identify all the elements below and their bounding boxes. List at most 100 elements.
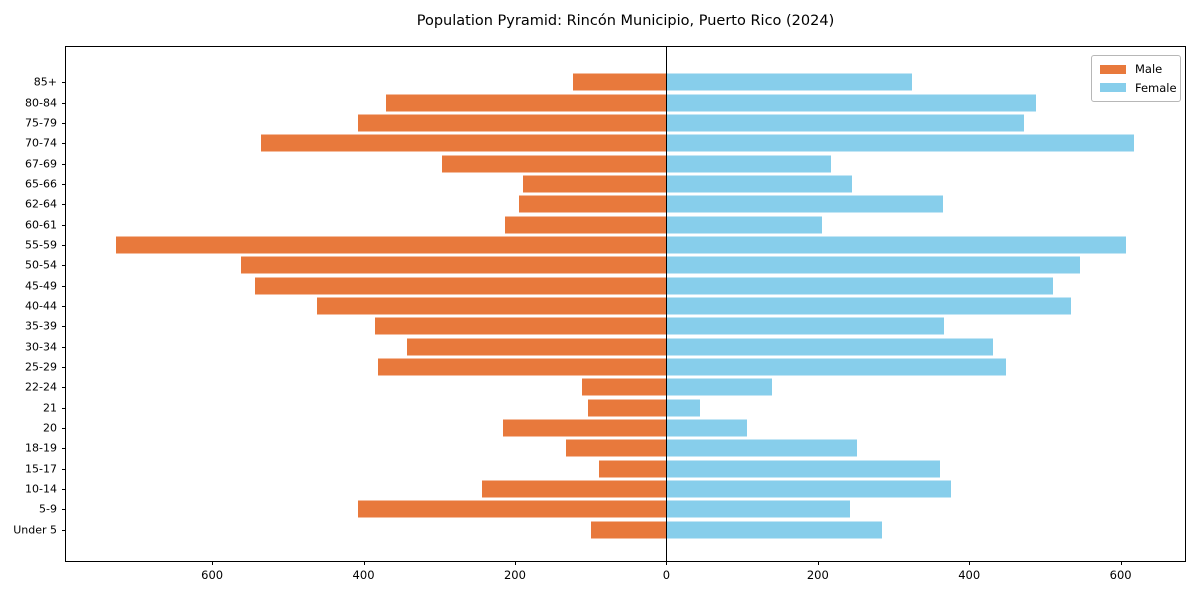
y-axis-tick (62, 387, 66, 389)
x-axis-tick (363, 561, 365, 565)
legend-female-label: Female (1135, 80, 1177, 95)
male-bar (502, 419, 667, 437)
y-axis-label: 60-61 (25, 218, 57, 232)
pyramid-row: 25-29 (25, 357, 1185, 377)
male-bar (406, 338, 667, 356)
y-axis-tick (62, 305, 66, 307)
y-axis-label: 70-74 (25, 136, 57, 150)
pyramid-row: 50-54 (25, 255, 1185, 275)
female-bar (666, 419, 747, 437)
y-axis-label: 50-54 (25, 258, 57, 272)
female-bar (666, 500, 851, 518)
female-bar (666, 114, 1025, 132)
y-axis-tick (62, 468, 66, 470)
y-axis-tick (62, 366, 66, 368)
x-axis-tick (1120, 561, 1122, 565)
female-bar (666, 378, 773, 396)
pyramid-row: 15-17 (25, 459, 1185, 479)
y-axis-tick (62, 204, 66, 206)
y-axis-tick (62, 428, 66, 430)
male-bar (588, 399, 667, 417)
x-axis-tick (666, 561, 668, 565)
y-axis-label: 75-79 (25, 116, 57, 130)
y-axis-label: 25-29 (25, 360, 57, 374)
pyramid-row: 21 (43, 398, 1185, 418)
male-bar (481, 480, 667, 498)
female-bar (666, 256, 1080, 274)
y-axis-tick (62, 224, 66, 226)
y-axis-tick (62, 82, 66, 84)
male-bar (522, 175, 667, 193)
female-bar (666, 297, 1072, 315)
y-axis-tick (62, 183, 66, 185)
male-bar (573, 73, 667, 91)
pyramid-row: 67-69 (25, 153, 1185, 173)
x-axis-tick-label: 600 (201, 568, 224, 582)
zero-axis-line (666, 47, 668, 561)
plot-area: 85+ 80-84 75-79 70-74 67-69 65-66 62-64 60-61 55… (13, 46, 1186, 582)
y-axis-tick (62, 509, 66, 511)
male-bar (255, 277, 667, 295)
female-bar (666, 358, 1006, 376)
y-axis-tick (62, 489, 66, 491)
y-axis-tick (62, 102, 66, 104)
legend-male-label: Male (1135, 62, 1163, 77)
y-axis-label: 21 (43, 401, 57, 415)
y-axis-label: 85+ (33, 75, 57, 89)
male-bar (377, 358, 667, 376)
x-axis-tick-label: 400 (958, 568, 981, 582)
female-bar (666, 460, 941, 478)
male-bar (442, 155, 667, 173)
y-axis-tick (62, 265, 66, 267)
y-axis-label: 80-84 (25, 96, 57, 110)
male-bar (385, 94, 667, 112)
male-bar (115, 236, 667, 254)
pyramid-row: Under 5 (13, 520, 1185, 540)
male-bar (565, 439, 667, 457)
x-axis-tick (817, 561, 819, 565)
y-axis-label: 67-69 (25, 157, 57, 171)
legend-entry-female: Female (1100, 81, 1177, 95)
pyramid-row: 70-74 (25, 133, 1185, 153)
y-axis-label: 45-49 (25, 279, 57, 293)
x-axis-tick-label: 200 (503, 568, 526, 582)
male-bar (240, 256, 667, 274)
male-bar (582, 378, 667, 396)
female-bar (666, 73, 912, 91)
y-axis-tick (62, 285, 66, 287)
y-axis-label: 22-24 (25, 380, 57, 394)
pyramid-row: 20 (43, 418, 1185, 438)
female-bar (666, 399, 701, 417)
legend-female-swatch-icon (1100, 83, 1126, 93)
male-bar (358, 114, 667, 132)
y-axis-label: 40-44 (25, 299, 57, 313)
y-axis-tick (62, 122, 66, 124)
x-axis-tick (514, 561, 516, 565)
y-axis-tick (62, 346, 66, 348)
female-bar (666, 155, 831, 173)
female-bar (666, 480, 952, 498)
male-bar (358, 500, 667, 518)
x-axis-tick-label: 400 (352, 568, 375, 582)
female-bar (666, 175, 852, 193)
y-axis-tick (62, 529, 66, 531)
bars-area: 85+ 80-84 75-79 70-74 67-69 65-66 62-64 60-61 55… (13, 72, 1185, 540)
x-axis-tick-label: 600 (1109, 568, 1132, 582)
x-axis-tick (969, 561, 971, 565)
y-axis-label: Under 5 (13, 523, 57, 537)
female-bar (666, 94, 1036, 112)
y-axis-label: 10-14 (25, 482, 57, 496)
legend: Male Female (1091, 55, 1181, 102)
male-bar (374, 317, 667, 335)
pyramid-row: 65-66 (25, 174, 1185, 194)
pyramid-row: 55-59 (25, 235, 1185, 255)
pyramid-row: 40-44 (25, 296, 1185, 316)
y-axis-tick (62, 326, 66, 328)
legend-male-swatch-icon (1100, 64, 1126, 74)
y-axis-label: 5-9 (39, 502, 57, 516)
male-bar (316, 297, 667, 315)
female-bar (666, 338, 993, 356)
x-axis-tick-label: 0 (662, 568, 671, 582)
pyramid-row: 35-39 (25, 316, 1185, 336)
